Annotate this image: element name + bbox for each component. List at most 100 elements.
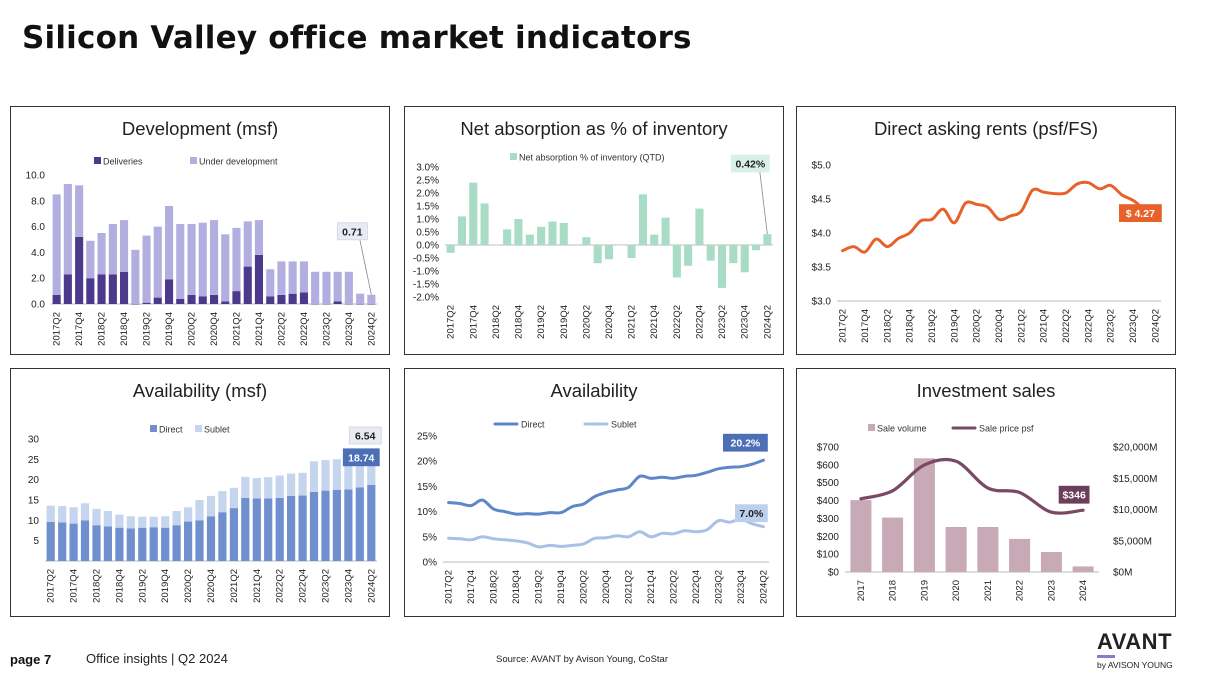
bar-sale-volume — [1072, 566, 1094, 572]
bar-deliveries — [131, 304, 140, 305]
callout-label: 7.0% — [739, 508, 764, 520]
bar-under-development — [176, 224, 185, 299]
x-tick-label: 2017Q4 — [468, 305, 479, 339]
bar-net-absorption-of-inventory-qtd- — [695, 208, 704, 245]
logo-subtitle: by AVISON YOUNG — [1097, 660, 1173, 670]
y-tick-label: $0 — [828, 568, 840, 579]
bar-sublet — [218, 491, 227, 513]
y-tick-label: $4.5 — [812, 195, 832, 206]
bar-deliveries — [322, 304, 331, 305]
bar-deliveries — [367, 304, 376, 305]
bar-deliveries — [210, 295, 219, 304]
rents-chart: Direct asking rents (psf/FS) $3.0 $3.5 $4.0… — [812, 118, 1162, 343]
bar-net-absorption-of-inventory-qtd- — [593, 245, 602, 264]
bar-deliveries — [266, 296, 275, 304]
availability-msf-chart: Availability (msf) 5 10 15 20 25 30 Direct Suble… — [28, 380, 382, 603]
bar-deliveries — [142, 302, 151, 304]
bar-direct — [103, 526, 112, 561]
y-tick-label: 25% — [417, 432, 437, 443]
logo-wordmark: AVANT — [1097, 629, 1173, 654]
bar-net-absorption-of-inventory-qtd- — [525, 234, 534, 245]
bar-direct — [275, 498, 284, 561]
x-tick-label: 2017Q2 — [52, 312, 63, 346]
bar-sublet — [58, 506, 67, 523]
bar-direct — [332, 489, 341, 561]
x-tick-label: 2022Q2 — [275, 569, 286, 603]
bar-under-development — [254, 220, 263, 255]
bar-deliveries — [97, 274, 106, 304]
bar-deliveries — [52, 295, 61, 304]
legend-swatch — [150, 425, 157, 432]
callout-label: 0.71 — [342, 226, 363, 238]
x-tick-label: 2021Q4 — [646, 570, 657, 604]
bar-under-development — [97, 233, 106, 275]
bar-sale-volume — [882, 517, 904, 572]
callout-leader — [759, 171, 768, 235]
x-tick-label: 2024Q2 — [758, 570, 769, 604]
bar-direct — [69, 523, 78, 561]
bar-direct — [298, 495, 307, 561]
x-tick-label: 2017Q2 — [444, 570, 455, 604]
x-tick-label: 2023Q2 — [1106, 309, 1117, 343]
legend-label: Net absorption % of inventory (QTD) — [519, 153, 665, 163]
bar-sublet — [332, 459, 341, 490]
bar-deliveries — [232, 291, 241, 304]
bar-sublet — [149, 516, 158, 528]
bar-sublet — [80, 503, 90, 521]
bar-deliveries — [344, 304, 353, 305]
x-tick-label: 2017Q4 — [860, 309, 871, 343]
chart-title: Availability (msf) — [133, 380, 267, 401]
bar-sublet — [287, 473, 296, 496]
absorption-chart: Net absorption as % of inventory 3.0% 2.5%… — [413, 118, 773, 339]
x-tick-label: 2021Q2 — [231, 312, 242, 346]
x-tick-label: 2019Q2 — [536, 305, 547, 339]
bar-net-absorption-of-inventory-qtd- — [763, 234, 772, 245]
bar-deliveries — [165, 279, 174, 304]
x-tick-label: 2017Q4 — [466, 570, 477, 604]
legend-label: Sale price psf — [979, 424, 1034, 434]
x-tick-label: 2019Q2 — [927, 309, 938, 343]
bar-sublet — [309, 461, 319, 492]
bar-direct — [264, 498, 273, 561]
bar-sublet — [138, 516, 147, 528]
bar-deliveries — [277, 295, 286, 304]
x-tick-label: 2019Q2 — [534, 570, 545, 604]
y-tick-label: 0.5% — [416, 228, 439, 239]
bar-deliveries — [333, 301, 342, 304]
bar-deliveries — [120, 271, 129, 305]
line-direct-asking-rent — [841, 180, 1157, 254]
callout-label: 0.42% — [735, 159, 765, 171]
bar-net-absorption-of-inventory-qtd- — [457, 216, 466, 245]
investment-chart-panel: Investment sales $0 $100 $200 $300 $400 $500 $6… — [796, 368, 1176, 617]
legend-label: Direct — [521, 420, 545, 430]
legend-swatch — [195, 425, 202, 432]
bar-sublet — [161, 516, 170, 528]
bar-sublet — [103, 511, 112, 527]
callout-box — [1118, 204, 1162, 222]
x-tick-label: 2020Q4 — [604, 305, 615, 339]
bar-direct — [229, 508, 238, 561]
bar-net-absorption-of-inventory-qtd- — [740, 245, 749, 273]
y2-tick-label: $5,000M — [1113, 536, 1152, 547]
bar-direct — [218, 512, 227, 561]
bar-sublet — [46, 505, 55, 522]
x-tick-label: 2019Q4 — [556, 570, 567, 604]
bar-net-absorption-of-inventory-qtd- — [604, 245, 613, 260]
x-tick-label: 2018Q2 — [491, 305, 502, 339]
bar-direct — [344, 489, 353, 561]
y2-tick-label: $20,000M — [1113, 443, 1157, 454]
x-tick-label: 2020Q2 — [579, 570, 590, 604]
y-tick-label: $700 — [817, 443, 840, 454]
x-tick-label: 2021 — [983, 580, 994, 601]
y-tick-label: 0.0 — [31, 300, 45, 311]
x-tick-label: 2023Q4 — [736, 570, 747, 604]
bar-net-absorption-of-inventory-qtd- — [503, 229, 512, 245]
y-tick-label: $3.5 — [812, 263, 832, 274]
bar-net-absorption-of-inventory-qtd- — [582, 237, 591, 245]
y-tick-label: 2.5% — [416, 176, 439, 187]
x-tick-label: 2023Q4 — [344, 312, 355, 346]
bar-net-absorption-of-inventory-qtd- — [469, 182, 478, 245]
x-tick-label: 2018Q4 — [514, 305, 525, 339]
bar-under-development — [165, 206, 174, 280]
x-tick-label: 2022Q4 — [299, 312, 310, 346]
